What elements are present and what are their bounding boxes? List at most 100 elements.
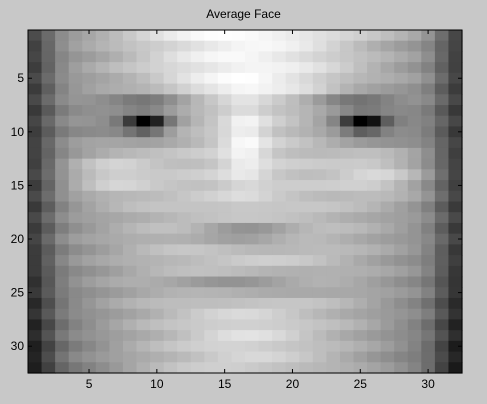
heatmap-cell [299,137,314,149]
heatmap-cell [190,351,205,363]
heatmap-cell [150,233,165,245]
heatmap-cell [299,297,314,310]
heatmap-cell [190,297,205,310]
heatmap-cell [421,297,436,310]
heatmap-cell [272,115,287,128]
heatmap-cell [95,147,110,160]
heatmap-cell [163,340,178,353]
heatmap-cell [231,244,246,256]
heatmap-cell [163,222,178,235]
heatmap-cell [41,115,56,128]
heatmap-cell [204,51,219,63]
heatmap-cell [217,265,233,278]
heatmap-cell [312,308,327,321]
heatmap-cell [28,137,43,149]
heatmap-cell [434,115,450,128]
heatmap-cell [68,340,83,353]
heatmap-cell [150,330,165,342]
heatmap-cell [380,244,395,256]
heatmap-cell [394,222,409,235]
heatmap-cell [136,180,151,192]
heatmap-cell [258,212,273,224]
heatmap-cell [55,105,70,117]
heatmap-cell [245,147,260,160]
heatmap-cell [312,105,327,117]
heatmap-cell [177,51,192,63]
y-tick-label: 30 [11,339,25,353]
heatmap-cell [407,212,422,224]
heatmap-cell [353,297,368,310]
heatmap-cell [448,126,463,138]
heatmap-cell [55,276,70,288]
heatmap-cell [204,126,219,138]
heatmap-cell [95,297,110,310]
heatmap-cell [434,276,450,288]
heatmap-cell [55,212,70,224]
heatmap-cell [109,244,124,256]
heatmap-cell [28,180,43,192]
heatmap-cell [41,147,56,160]
heatmap-cell [245,51,260,63]
heatmap-cell [177,330,192,342]
x-tick-label: 5 [86,377,93,391]
heatmap-cell [190,40,205,53]
heatmap-cell [41,105,56,117]
heatmap-cell [28,105,43,117]
heatmap-cell [41,169,56,181]
heatmap-cell [299,308,314,321]
heatmap-cell [82,158,97,170]
heatmap-cell [421,222,436,235]
heatmap-cell [394,233,409,245]
heatmap-cell [231,276,246,288]
heatmap-cell [367,105,382,117]
heatmap-cell [339,30,355,42]
heatmap-cell [190,233,205,245]
heatmap-cell [122,233,138,245]
heatmap-cell [68,201,83,213]
heatmap-cell [245,308,260,321]
heatmap-cell [41,265,56,278]
heatmap-cell [28,233,43,245]
heatmap-cell [285,72,300,85]
heatmap-cell [136,319,151,331]
heatmap-cell [217,83,233,95]
heatmap-cell [82,190,97,203]
heatmap-cell [177,319,192,331]
heatmap-cell [245,40,260,53]
heatmap-cell [41,297,56,310]
heatmap-cell [285,340,300,353]
heatmap-cell [122,276,138,288]
heatmap-cell [421,126,436,138]
heatmap-cell [339,265,355,278]
heatmap-cell [95,201,110,213]
heatmap-cell [407,330,422,342]
heatmap-cell [448,51,463,63]
heatmap-cell [217,255,233,267]
heatmap-cell [231,362,246,374]
heatmap-cell [353,201,368,213]
heatmap-cell [312,40,327,53]
heatmap-cell [448,137,463,149]
heatmap-cell [55,72,70,85]
heatmap-cell [177,30,192,42]
heatmap-cell [326,72,341,85]
heatmap-cell [380,340,395,353]
heatmap-cell [353,180,368,192]
heatmap-cell [41,244,56,256]
heatmap-cell [68,40,83,53]
heatmap-cell [299,287,314,299]
heatmap-cell [245,158,260,170]
heatmap-cell [28,147,43,160]
heatmap-cell [380,115,395,128]
heatmap-cell [68,212,83,224]
heatmap-cell [95,233,110,245]
heatmap-cell [421,201,436,213]
heatmap-cell [163,94,178,106]
heatmap-cell [339,137,355,149]
axis-tick-labels: 5 10 15 20 25 30 5 10 15 20 25 30 [11,71,435,391]
heatmap-cell [299,62,314,74]
heatmap-cell [163,105,178,117]
x-tick-label: 10 [150,377,164,391]
heatmap-cell [136,72,151,85]
